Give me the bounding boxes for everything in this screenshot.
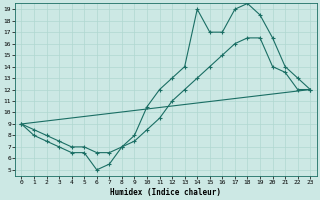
X-axis label: Humidex (Indice chaleur): Humidex (Indice chaleur) <box>110 188 221 197</box>
